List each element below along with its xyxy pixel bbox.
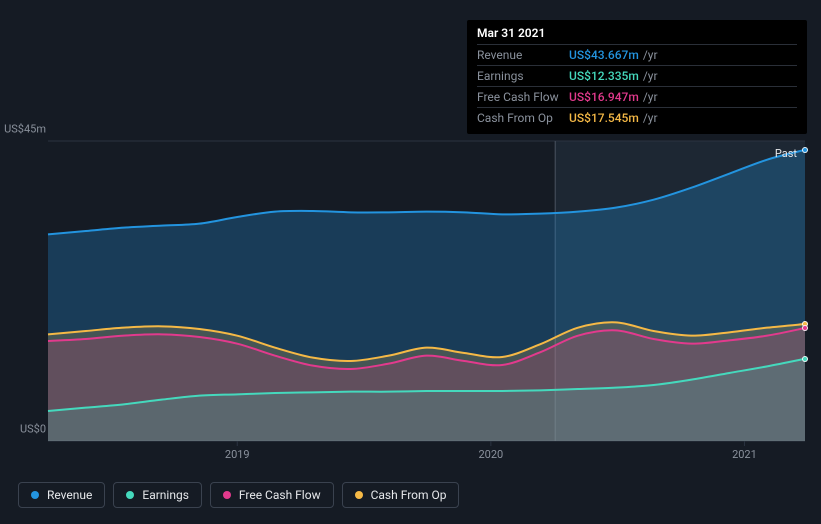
tooltip-row-value: US$12.335m [569,69,639,83]
legend-dot-icon [31,491,39,499]
tooltip-row-unit: /yr [643,48,658,62]
tooltip-title: Mar 31 2021 [477,26,797,44]
tooltip-row: Cash From OpUS$17.545m/yr [477,107,797,128]
tooltip-row-label: Free Cash Flow [477,90,569,104]
chart-svg [48,141,805,441]
tooltip-row-value: US$43.667m [569,48,639,62]
legend-item[interactable]: Revenue [18,482,105,508]
tooltip-row-label: Cash From Op [477,111,569,125]
legend-dot-icon [355,491,363,499]
legend-item[interactable]: Cash From Op [342,482,460,508]
tooltip-row-value: US$16.947m [569,90,639,104]
tooltip-row-value: US$17.545m [569,111,639,125]
legend-label: Free Cash Flow [239,488,321,502]
y-axis-label: US$45m [4,123,46,136]
tooltip-row-unit: /yr [643,90,658,104]
past-label: Past [775,147,797,160]
legend-label: Earnings [142,488,189,502]
x-axis-label: 2019 [225,448,250,461]
tooltip-row-unit: /yr [643,111,658,125]
series-end-marker [802,356,808,362]
tooltip-row-label: Revenue [477,48,569,62]
legend-dot-icon [223,491,231,499]
tooltip-rows: RevenueUS$43.667m/yrEarningsUS$12.335m/y… [477,44,797,128]
tooltip-row: RevenueUS$43.667m/yr [477,44,797,65]
legend-item[interactable]: Free Cash Flow [210,482,334,508]
series-end-marker [802,325,808,331]
chart-tooltip: Mar 31 2021 RevenueUS$43.667m/yrEarnings… [467,20,807,134]
legend-label: Cash From Op [371,488,447,502]
chart-plot-area[interactable] [48,141,805,441]
y-axis-label: US$0 [20,423,46,436]
series-end-marker [802,147,808,153]
tooltip-row: Free Cash FlowUS$16.947m/yr [477,86,797,107]
legend: Revenue Earnings Free Cash Flow Cash From O… [18,482,459,508]
legend-item[interactable]: Earnings [113,482,202,508]
x-axis-label: 2020 [478,448,503,461]
legend-dot-icon [126,491,134,499]
legend-label: Revenue [47,488,92,502]
tooltip-row-unit: /yr [643,69,658,83]
x-axis-label: 2021 [732,448,757,461]
tooltip-row-label: Earnings [477,69,569,83]
tooltip-row: EarningsUS$12.335m/yr [477,65,797,86]
